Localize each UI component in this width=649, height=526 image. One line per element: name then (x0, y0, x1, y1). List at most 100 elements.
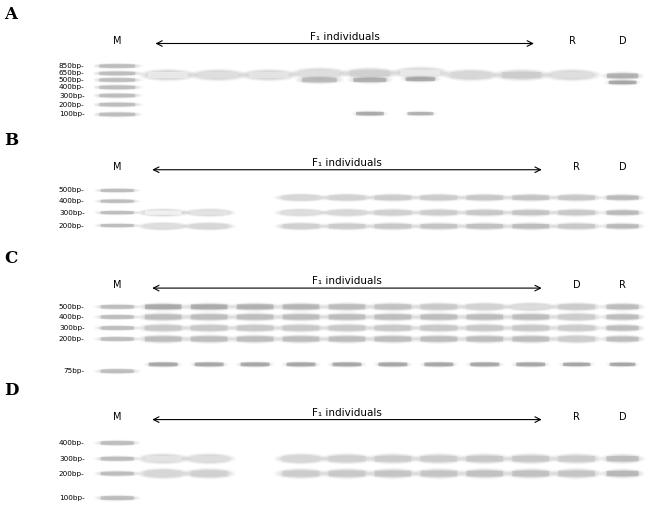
Ellipse shape (197, 363, 221, 366)
Ellipse shape (138, 468, 188, 479)
Ellipse shape (186, 335, 232, 343)
Ellipse shape (97, 495, 137, 501)
Ellipse shape (370, 469, 415, 478)
Ellipse shape (100, 72, 135, 75)
FancyBboxPatch shape (191, 337, 228, 341)
Ellipse shape (354, 78, 386, 82)
FancyBboxPatch shape (101, 211, 134, 214)
Ellipse shape (189, 313, 230, 320)
Ellipse shape (189, 336, 230, 342)
FancyBboxPatch shape (99, 64, 135, 68)
Ellipse shape (373, 210, 413, 216)
Ellipse shape (510, 313, 551, 320)
Ellipse shape (373, 470, 413, 478)
FancyBboxPatch shape (512, 210, 549, 215)
Ellipse shape (467, 336, 503, 342)
Ellipse shape (421, 456, 457, 462)
Ellipse shape (467, 325, 503, 331)
Ellipse shape (559, 470, 594, 477)
Ellipse shape (193, 211, 225, 215)
Ellipse shape (193, 305, 225, 309)
Text: 500bp-: 500bp- (59, 187, 84, 194)
Ellipse shape (184, 209, 234, 217)
Ellipse shape (517, 362, 544, 367)
Ellipse shape (465, 304, 505, 310)
Ellipse shape (329, 456, 365, 462)
Ellipse shape (95, 77, 140, 83)
FancyBboxPatch shape (191, 210, 228, 215)
Ellipse shape (373, 195, 413, 200)
Ellipse shape (103, 472, 131, 475)
Ellipse shape (101, 472, 133, 476)
Ellipse shape (189, 210, 230, 216)
Ellipse shape (469, 326, 500, 330)
Ellipse shape (186, 324, 232, 332)
Ellipse shape (332, 326, 363, 330)
FancyBboxPatch shape (249, 72, 289, 78)
Ellipse shape (545, 69, 600, 81)
Ellipse shape (141, 209, 186, 216)
Ellipse shape (276, 194, 326, 201)
Ellipse shape (240, 362, 271, 367)
Ellipse shape (186, 313, 232, 321)
Ellipse shape (469, 457, 500, 461)
Ellipse shape (97, 456, 137, 461)
FancyBboxPatch shape (374, 305, 411, 309)
Ellipse shape (252, 73, 286, 78)
Ellipse shape (103, 225, 131, 227)
Ellipse shape (448, 71, 493, 79)
Ellipse shape (95, 102, 140, 107)
FancyBboxPatch shape (332, 362, 361, 366)
Ellipse shape (99, 211, 135, 215)
Ellipse shape (150, 362, 177, 367)
Text: 100bp-: 100bp- (59, 495, 84, 501)
Ellipse shape (143, 470, 184, 478)
Text: 300bp-: 300bp- (59, 210, 84, 216)
Ellipse shape (556, 313, 597, 320)
Ellipse shape (471, 362, 498, 367)
Ellipse shape (145, 470, 181, 477)
Text: 300bp-: 300bp- (59, 325, 84, 331)
Ellipse shape (97, 326, 137, 331)
Text: 500bp-: 500bp- (59, 304, 84, 310)
Ellipse shape (462, 454, 508, 463)
FancyBboxPatch shape (467, 305, 503, 309)
Ellipse shape (416, 194, 461, 201)
Ellipse shape (288, 362, 315, 367)
Text: 400bp-: 400bp- (59, 314, 84, 320)
FancyBboxPatch shape (101, 224, 134, 227)
FancyBboxPatch shape (374, 471, 411, 477)
Ellipse shape (377, 305, 408, 309)
Text: R: R (619, 280, 626, 290)
Ellipse shape (606, 224, 640, 229)
FancyBboxPatch shape (552, 72, 592, 78)
Ellipse shape (237, 315, 273, 320)
Ellipse shape (332, 457, 363, 461)
Ellipse shape (515, 457, 546, 461)
Ellipse shape (467, 456, 503, 462)
Ellipse shape (145, 224, 181, 229)
Ellipse shape (556, 223, 597, 229)
Ellipse shape (419, 210, 459, 216)
Ellipse shape (400, 69, 440, 76)
Ellipse shape (423, 211, 454, 215)
Ellipse shape (609, 196, 636, 199)
Ellipse shape (151, 363, 175, 366)
Ellipse shape (423, 225, 454, 228)
Ellipse shape (357, 112, 383, 116)
Text: R: R (573, 161, 580, 172)
Ellipse shape (278, 303, 324, 311)
Ellipse shape (99, 224, 135, 227)
Ellipse shape (101, 305, 133, 309)
Ellipse shape (103, 497, 131, 499)
Ellipse shape (324, 469, 370, 478)
Text: M: M (113, 35, 121, 46)
Ellipse shape (97, 369, 137, 374)
Ellipse shape (147, 337, 179, 341)
FancyBboxPatch shape (283, 456, 319, 462)
Text: 400bp-: 400bp- (59, 440, 84, 446)
Ellipse shape (513, 224, 548, 229)
Ellipse shape (375, 470, 411, 477)
Ellipse shape (281, 455, 321, 462)
Ellipse shape (508, 469, 554, 478)
